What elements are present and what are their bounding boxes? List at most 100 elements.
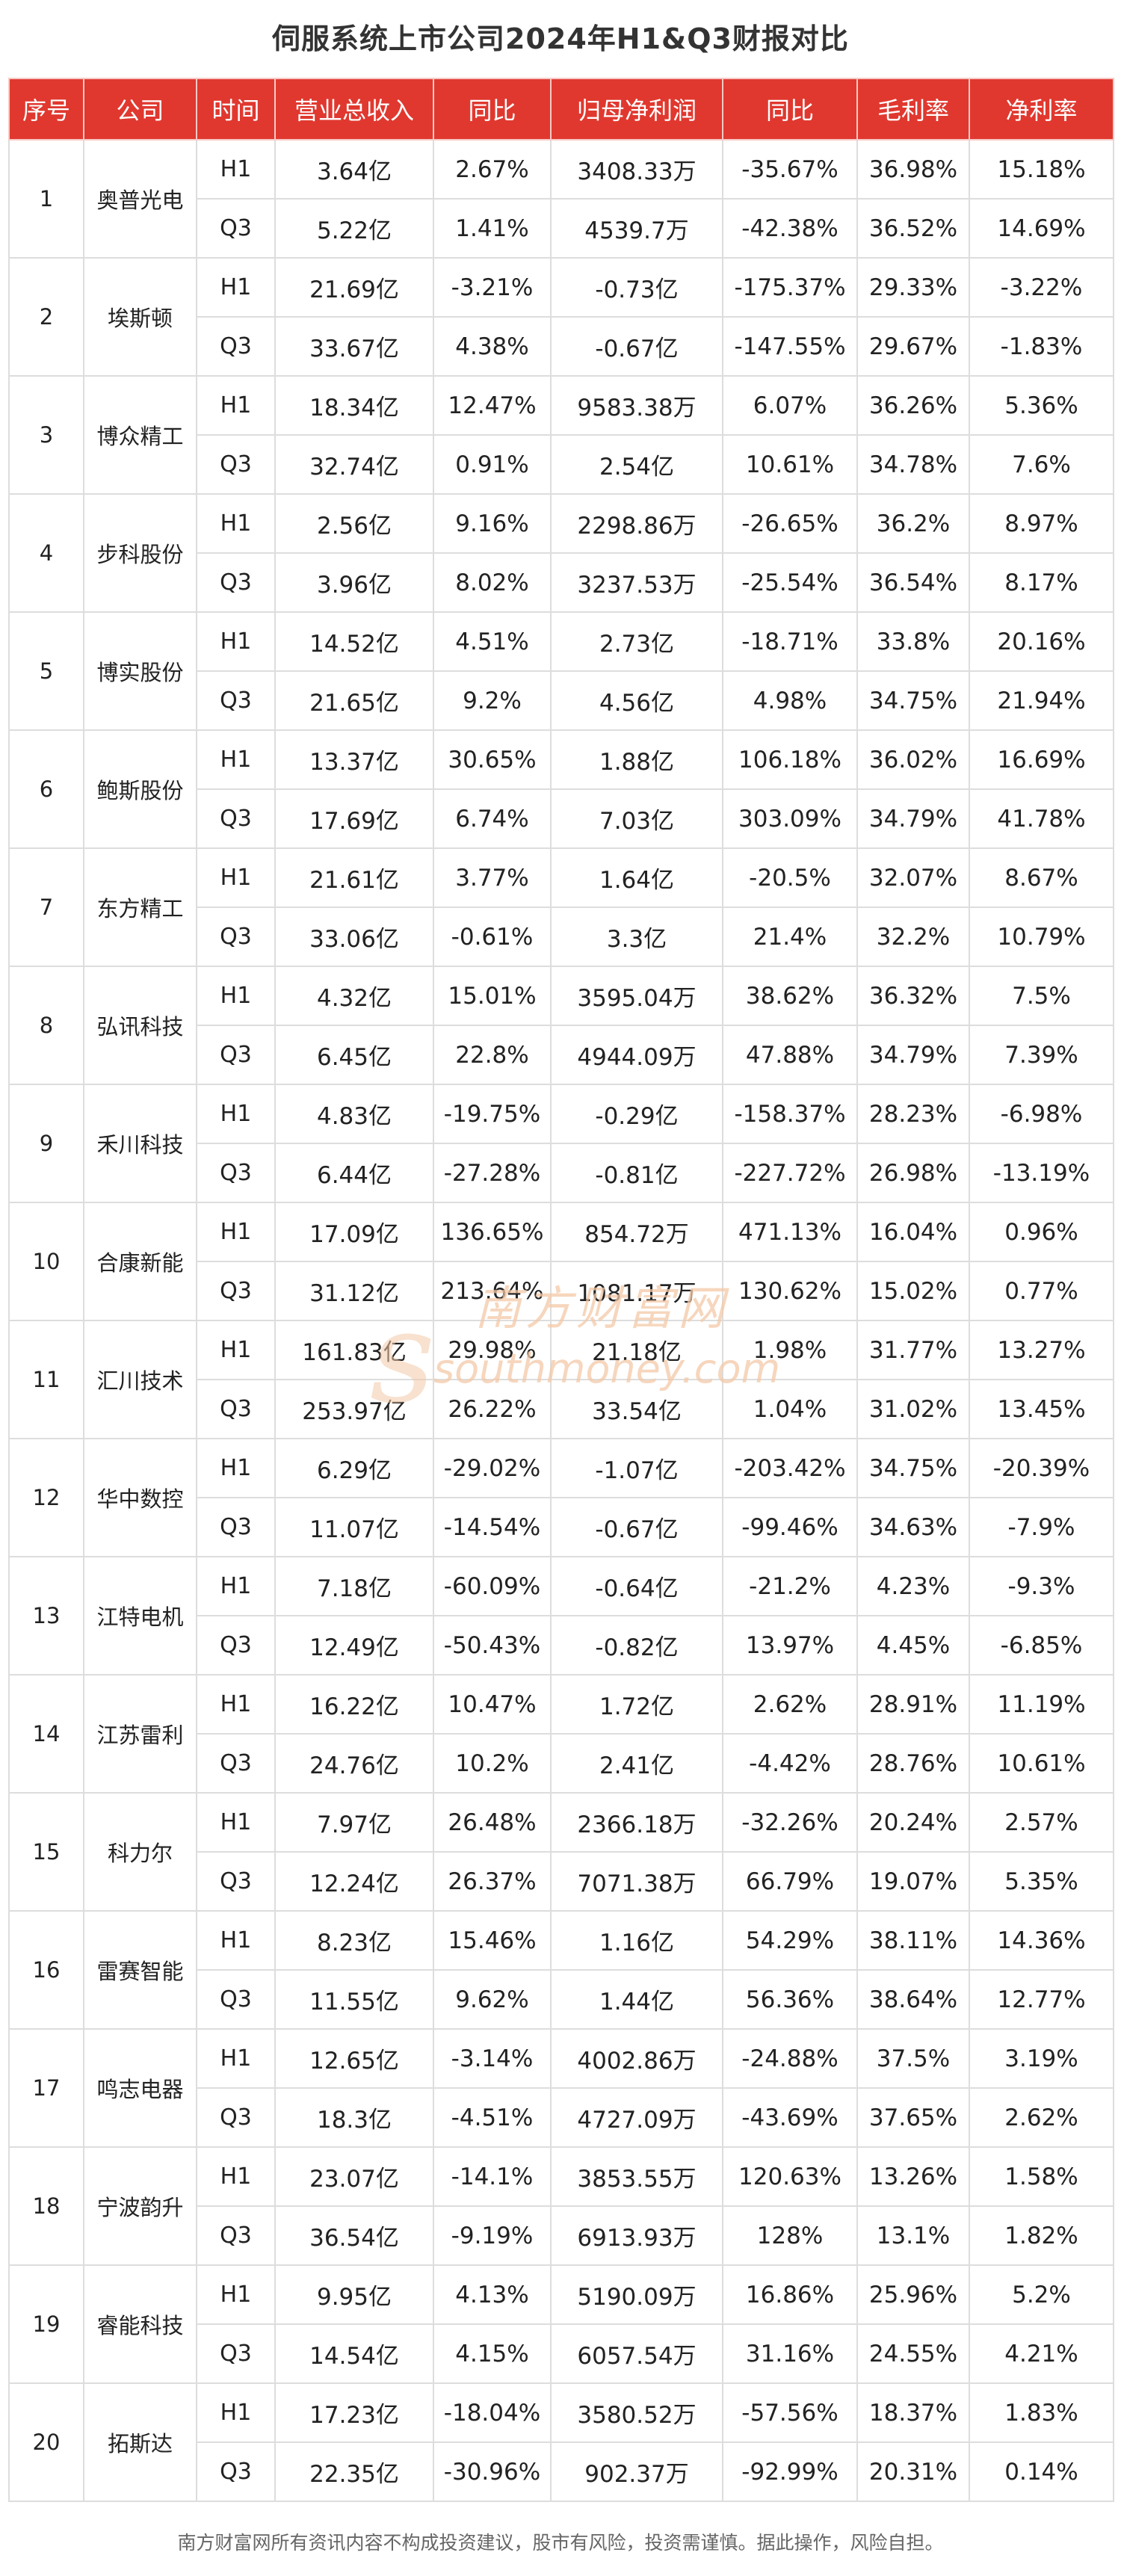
net-margin-cell: 1.82%	[969, 2205, 1114, 2266]
net-profit-cell: -0.67亿	[550, 316, 723, 377]
table-row: 14 江苏雷利 H1 16.22亿 10.47% 1.72亿 2.62% 28.91% 11.1…	[8, 1674, 1114, 1794]
period-cell: H1	[196, 1792, 276, 1853]
net-profit-cell: 4002.86万	[550, 2028, 723, 2089]
period-cell: Q3	[196, 1379, 276, 1439]
revenue-yoy-cell: 4.13%	[433, 2264, 552, 2325]
gross-margin-cell: 34.63%	[856, 1497, 970, 1557]
net-margin-cell: 5.2%	[969, 2264, 1114, 2325]
revenue-yoy-cell: 29.98%	[433, 1320, 552, 1380]
period-cell: Q3	[196, 2441, 276, 2502]
period-cell: H1	[196, 1438, 276, 1498]
net-profit-yoy-cell: -43.69%	[722, 2087, 858, 2148]
header-company: 公司	[83, 78, 197, 140]
net-profit-cell: 5190.09万	[550, 2264, 723, 2325]
rank-cell: 17	[8, 2028, 84, 2148]
net-margin-cell: 12.77%	[969, 1969, 1114, 2030]
net-profit-cell: 1.88亿	[550, 729, 723, 790]
net-margin-cell: 13.45%	[969, 1379, 1114, 1439]
net-margin-cell: -6.85%	[969, 1615, 1114, 1675]
net-margin-cell: 0.96%	[969, 1202, 1114, 1262]
revenue-yoy-cell: 1.41%	[433, 198, 552, 259]
period-cell: H1	[196, 493, 276, 554]
gross-margin-cell: 36.54%	[856, 552, 970, 613]
net-profit-cell: 902.37万	[550, 2441, 723, 2502]
period-cell: H1	[196, 1202, 276, 1262]
net-margin-cell: -9.3%	[969, 1556, 1114, 1616]
disclaimer-footer: 南方财富网所有资讯内容不构成投资建议，股市有风险，投资需谨慎。据此操作，风险自担…	[177, 2532, 944, 2554]
net-profit-yoy-cell: -4.42%	[722, 1733, 858, 1794]
company-cell: 禾川科技	[83, 1084, 197, 1203]
table-row: Q3 5.22亿 1.41% 4539.7万 -42.38% 36.52% 14.69%	[9, 198, 1114, 259]
revenue-yoy-cell: 3.77%	[433, 847, 552, 908]
net-margin-cell: 5.36%	[969, 375, 1114, 436]
rank-cell: 16	[8, 1910, 84, 2030]
table-header-row: 序号 公司 时间 营业总收入 同比 归母净利润 同比 毛利率 净利率	[8, 78, 1114, 140]
net-profit-cell: 3580.52万	[550, 2382, 723, 2443]
period-cell: H1	[196, 729, 276, 790]
net-profit-yoy-cell: 303.09%	[722, 788, 858, 849]
net-profit-yoy-cell: -25.54%	[722, 552, 858, 613]
net-profit-yoy-cell: 56.36%	[722, 1969, 858, 2030]
net-profit-yoy-cell: 31.16%	[722, 2323, 858, 2384]
net-margin-cell: 14.36%	[969, 1910, 1114, 1971]
net-profit-cell: 2.54亿	[550, 434, 723, 495]
company-cell: 鸣志电器	[83, 2028, 197, 2148]
revenue-yoy-cell: 10.47%	[433, 1674, 552, 1735]
table-row: 10 合康新能 H1 17.09亿 136.65% 854.72万 471.13% 16.04…	[8, 1202, 1114, 1321]
gross-margin-cell: 28.91%	[856, 1674, 970, 1735]
net-profit-cell: -0.29亿	[550, 1084, 723, 1144]
net-profit-cell: -0.64亿	[550, 1556, 723, 1616]
net-profit-cell: 7.03亿	[550, 788, 723, 849]
revenue-yoy-cell: 4.15%	[433, 2323, 552, 2384]
company-cell: 埃斯顿	[83, 257, 197, 377]
revenue-yoy-cell: -14.54%	[433, 1497, 552, 1557]
period-cell: Q3	[196, 1497, 276, 1557]
gross-margin-cell: 26.98%	[856, 1143, 970, 1203]
revenue-yoy-cell: 22.8%	[433, 1025, 552, 1085]
header-net-margin: 净利率	[969, 78, 1114, 140]
net-profit-cell: 1.64亿	[550, 847, 723, 908]
gross-margin-cell: 20.31%	[856, 2441, 970, 2502]
table-row: 18 宁波韵升 H1 23.07亿 -14.1% 3853.55万 120.63% 13.26…	[8, 2146, 1114, 2266]
period-cell: H1	[196, 139, 276, 200]
revenue-yoy-cell: 2.67%	[433, 139, 552, 200]
gross-margin-cell: 31.02%	[856, 1379, 970, 1439]
financial-comparison-table: 序号 公司 时间 营业总收入 同比 归母净利润 同比 毛利率 净利率 1 奥普光电…	[8, 78, 1114, 2502]
rank-cell: 8	[8, 966, 84, 1085]
revenue-yoy-cell: 4.51%	[433, 611, 552, 672]
table-row: Q3 253.97亿 26.22% 33.54亿 1.04% 31.02% 13.45%	[9, 1379, 1114, 1439]
table-body: 1 奥普光电 H1 3.64亿 2.67% 3408.33万 -35.67% 36.98% 15…	[8, 139, 1114, 2502]
period-cell: Q3	[196, 316, 276, 377]
revenue-cell: 6.44亿	[274, 1143, 434, 1203]
header-rank: 序号	[8, 78, 84, 140]
net-margin-cell: 41.78%	[969, 788, 1114, 849]
net-profit-cell: 3237.53万	[550, 552, 723, 613]
period-cell: Q3	[196, 1143, 276, 1203]
net-margin-cell: 11.19%	[969, 1674, 1114, 1735]
net-profit-yoy-cell: -35.67%	[722, 139, 858, 200]
table-row: Q3 11.07亿 -14.54% -0.67亿 -99.46% 34.63% -7.9%	[9, 1497, 1114, 1557]
period-cell: Q3	[196, 2323, 276, 2384]
gross-margin-cell: 34.79%	[856, 1025, 970, 1085]
company-cell: 江特电机	[83, 1556, 197, 1675]
table-row: Q3 12.24亿 26.37% 7071.38万 66.79% 19.07% 5.35%	[9, 1851, 1114, 1912]
revenue-cell: 36.54亿	[274, 2205, 434, 2266]
gross-margin-cell: 29.33%	[856, 257, 970, 318]
table-row: Q3 18.3亿 -4.51% 4727.09万 -43.69% 37.65% 2.62%	[9, 2087, 1114, 2148]
gross-margin-cell: 37.65%	[856, 2087, 970, 2148]
revenue-yoy-cell: 6.74%	[433, 788, 552, 849]
period-cell: Q3	[196, 2087, 276, 2148]
gross-margin-cell: 36.02%	[856, 729, 970, 790]
table-row: Q3 24.76亿 10.2% 2.41亿 -4.42% 28.76% 10.61%	[9, 1733, 1114, 1794]
table-row: 16 雷赛智能 H1 8.23亿 15.46% 1.16亿 54.29% 38.11% 14.3…	[8, 1910, 1114, 2030]
table-row: Q3 21.65亿 9.2% 4.56亿 4.98% 34.75% 21.94%	[9, 670, 1114, 731]
net-margin-cell: 15.18%	[969, 139, 1114, 200]
period-cell: Q3	[196, 552, 276, 613]
period-cell: H1	[196, 847, 276, 908]
revenue-cell: 2.56亿	[274, 493, 434, 554]
rank-cell: 18	[8, 2146, 84, 2266]
revenue-yoy-cell: 12.47%	[433, 375, 552, 436]
net-profit-yoy-cell: 130.62%	[722, 1261, 858, 1321]
gross-margin-cell: 13.1%	[856, 2205, 970, 2266]
rank-cell: 9	[8, 1084, 84, 1203]
